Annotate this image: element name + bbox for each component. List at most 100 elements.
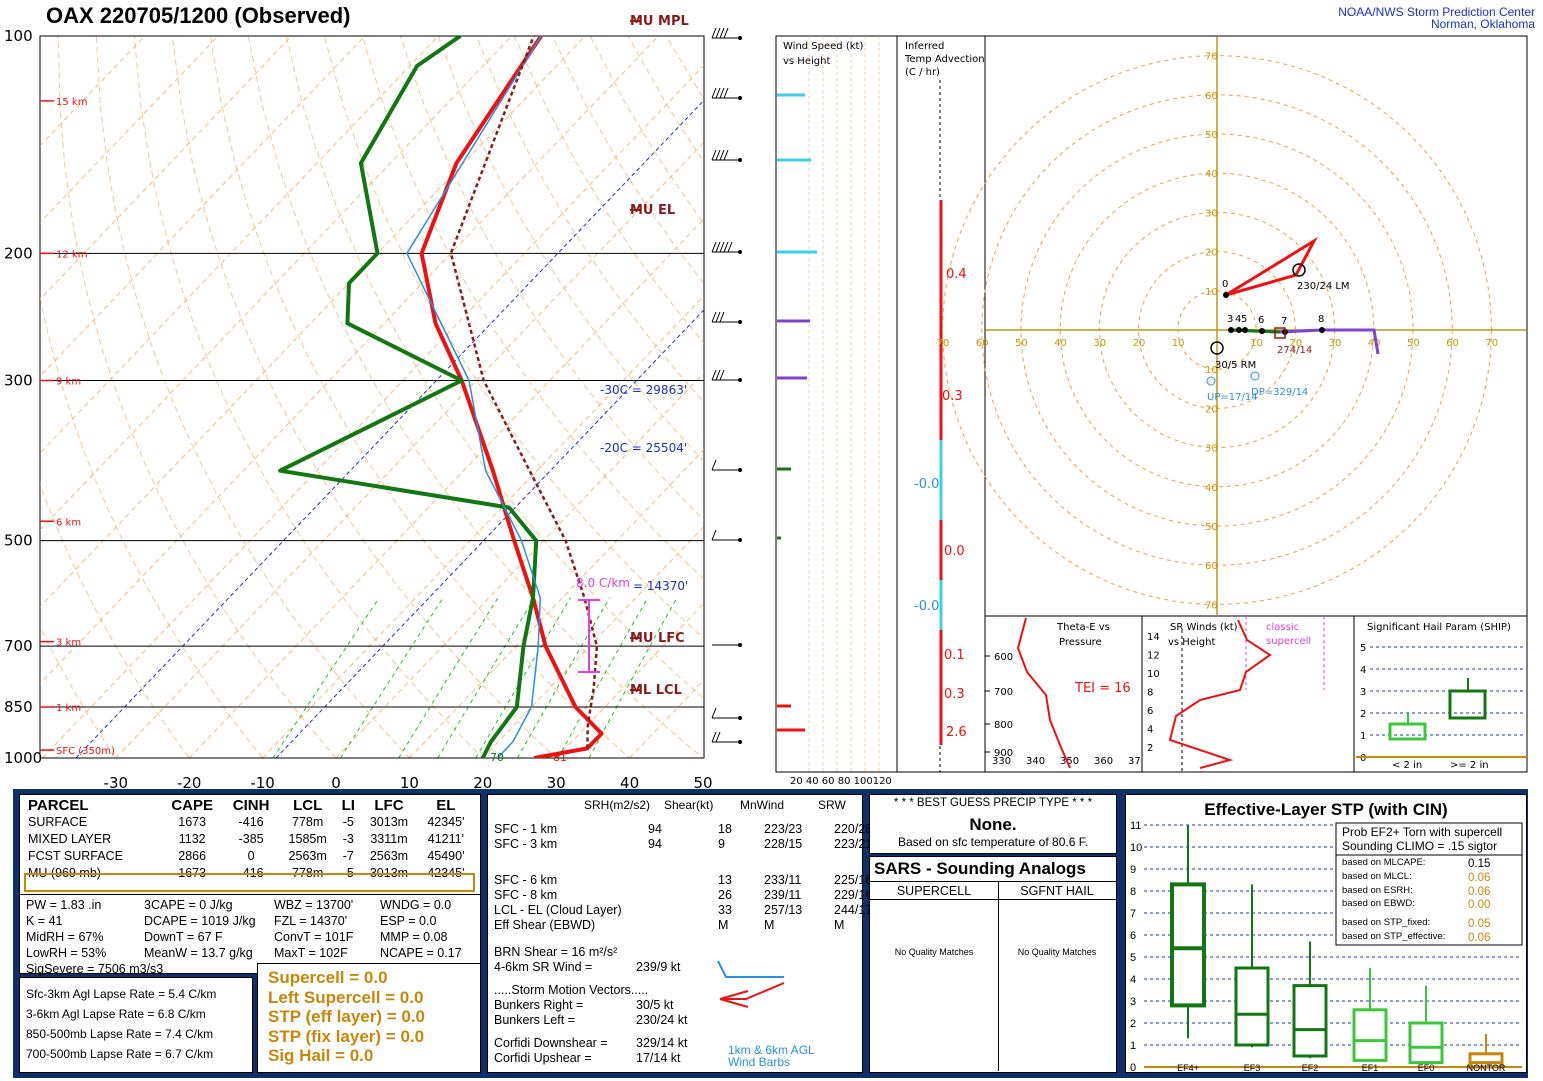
theta-xlabel: 360 [1094,756,1113,767]
indices-col-3: WBZ = 13700' FZL = 14370' ConvT = 101F MaxT… [274,897,353,961]
height-label: 15 km [56,97,87,108]
barb-flag [711,311,717,323]
barb-base [738,643,742,647]
isotherm-line [40,36,659,685]
motion-value: 329/14 kt [636,1036,688,1050]
sars-divider-head [870,899,1116,900]
stp-box [1234,966,1270,1047]
barb-flag [715,311,721,323]
index-value: FZL = 14370' [274,914,348,928]
composite-value: STP (fix layer) = 0.0 [268,1026,425,1046]
srw-ylabel: 12 [1147,651,1160,662]
hodo-point [1319,327,1325,333]
hodo-ring-label-down: 40 [1205,483,1218,494]
dry-adiabat-line [40,626,117,758]
dry-adiabat-line [247,36,704,758]
barb-base [738,158,742,162]
index-value: ConvT = 101F [274,930,354,944]
stp-title: Effective-Layer STP (with CIN) [1204,800,1447,819]
dry-adiabat-line [285,36,704,700]
mixing-ratio-line [517,597,611,758]
barb-base [738,378,742,382]
stp-category: NONTOR [1467,1063,1506,1072]
temp-axis-label: 30 [547,774,566,789]
temp-axis-label: -10 [250,774,275,789]
kin-body: SFC - 1 km 94 18 223/23 220/28 SFC - 3 km 94 9 2… [488,795,872,1072]
adv-value: 0.3 [942,389,963,404]
hodo-ring-label-up: 10 [1205,287,1218,298]
stp-ylabel: 4 [1130,974,1136,986]
sars-title: SARS - Sounding Analogs [874,859,1086,878]
kin-cell: SFC - 6 km [494,873,558,887]
index-value: Sfc-3km Agl Lapse Rate = 5.4 C/km [26,987,217,1001]
bottom-panels: PARCEL CAPE CINH LCL LI LFC EL SURFACE 1673 -416… [13,789,1528,1078]
hodo-ring-label-up: 60 [1205,91,1218,102]
pressure-label: 700 [4,637,33,655]
parcel-header-cell: PARCEL [28,797,89,814]
barb-base [738,320,742,324]
hodo-ring-label-up: 30 [1205,208,1218,219]
motion-label: Bunkers Left = [494,1013,575,1027]
kin-cell: 18 [718,822,732,836]
ship-ylabel: 3 [1360,687,1366,698]
stp-ylabel: 1 [1130,1040,1136,1052]
kin-cell: 233/11 [764,873,802,887]
parcel-header-cell: CINH [232,797,270,814]
stp-prob-value: 0.06 [1468,932,1490,944]
isotherm-line [40,36,439,454]
dry-adiabat-line [57,36,337,758]
stp-box [1292,984,1328,1058]
isotherm-line [40,36,292,301]
srw-title-1: SR Winds (kt) [1170,622,1238,633]
stp-category: EF1 [1362,1063,1379,1072]
indices-panel: PW = 1.83 .in K = 41 MidRH = 67% LowRH = 53… [19,894,481,976]
stp-prob-value: 0.00 [1468,899,1490,911]
temp-axis-label: -20 [177,774,202,789]
kin-cell: SFC - 3 km [494,837,558,851]
temp-axis-label: 40 [620,774,639,789]
precip-type-panel: * * * BEST GUESS PRECIP TYPE * * * None.… [869,794,1117,854]
parcel-cell: 42345' [427,815,465,829]
barb-flag [715,149,721,161]
parcel-cell: -3 [342,832,354,846]
composite-value: Sig Hail = 0.0 [268,1046,374,1065]
hodo-point-label: 8 [1318,314,1324,325]
parcel-cell: -7 [342,849,354,863]
parcel-row: MIXED LAYER 1132 -385 1585m -3 3311m 41211' [26,831,474,848]
sr-wind-value: 239/9 kt [636,960,681,974]
barb-flag [723,241,729,253]
barb-flag [715,241,721,253]
brn-shear: BRN Shear = 16 m²/s² [494,945,618,959]
kin-cell: 239/11 [764,888,802,902]
kin-cell: 225/16 [834,873,873,887]
ship-x1: < 2 in [1392,760,1422,771]
srw-ylabel: 10 [1147,669,1160,680]
theta-e-plot: Theta-E vs Pressure TEI = 16 600 700 800 90033… [985,617,1147,769]
stp-prob-label: based on STP_fixed: [1342,917,1430,928]
parcel-header-cell: LCL [293,797,323,814]
stp-prob-value: 0.06 [1468,886,1490,898]
parcel-cell: 3013m [369,815,409,829]
barb-flag [723,149,729,161]
kin-cell: 257/13 [764,903,803,917]
barb-base [738,538,742,542]
dry-adiabat-line [95,36,411,758]
theta-title-2: Pressure [1059,637,1102,648]
height-label: 6 km [56,517,81,528]
stp-prob-label: based on EBWD: [1342,898,1415,909]
hodo-point-label: 7 [1281,316,1287,327]
barb-flag [711,731,717,743]
precip-title: * * * BEST GUESS PRECIP TYPE * * * [893,797,1093,809]
motion-header: .....Storm Motion Vectors..... [494,983,649,997]
parcel-cell: -5 [342,815,354,829]
kin-header-cell: SRW [818,798,846,812]
height-label: SFC (350m) [56,746,115,757]
hodo-ring-label-right: 60 [1446,338,1459,349]
kin-cell: 94 [648,837,662,851]
dry-adiabat-line [133,36,484,758]
motion-label: Corfidi Downshear = [494,1036,608,1050]
hodo-ring-label-left: 50 [1015,338,1028,349]
barb-flag [719,149,725,161]
skewt-annotation: 70 [490,751,504,764]
trace-dewpoint [278,36,539,758]
